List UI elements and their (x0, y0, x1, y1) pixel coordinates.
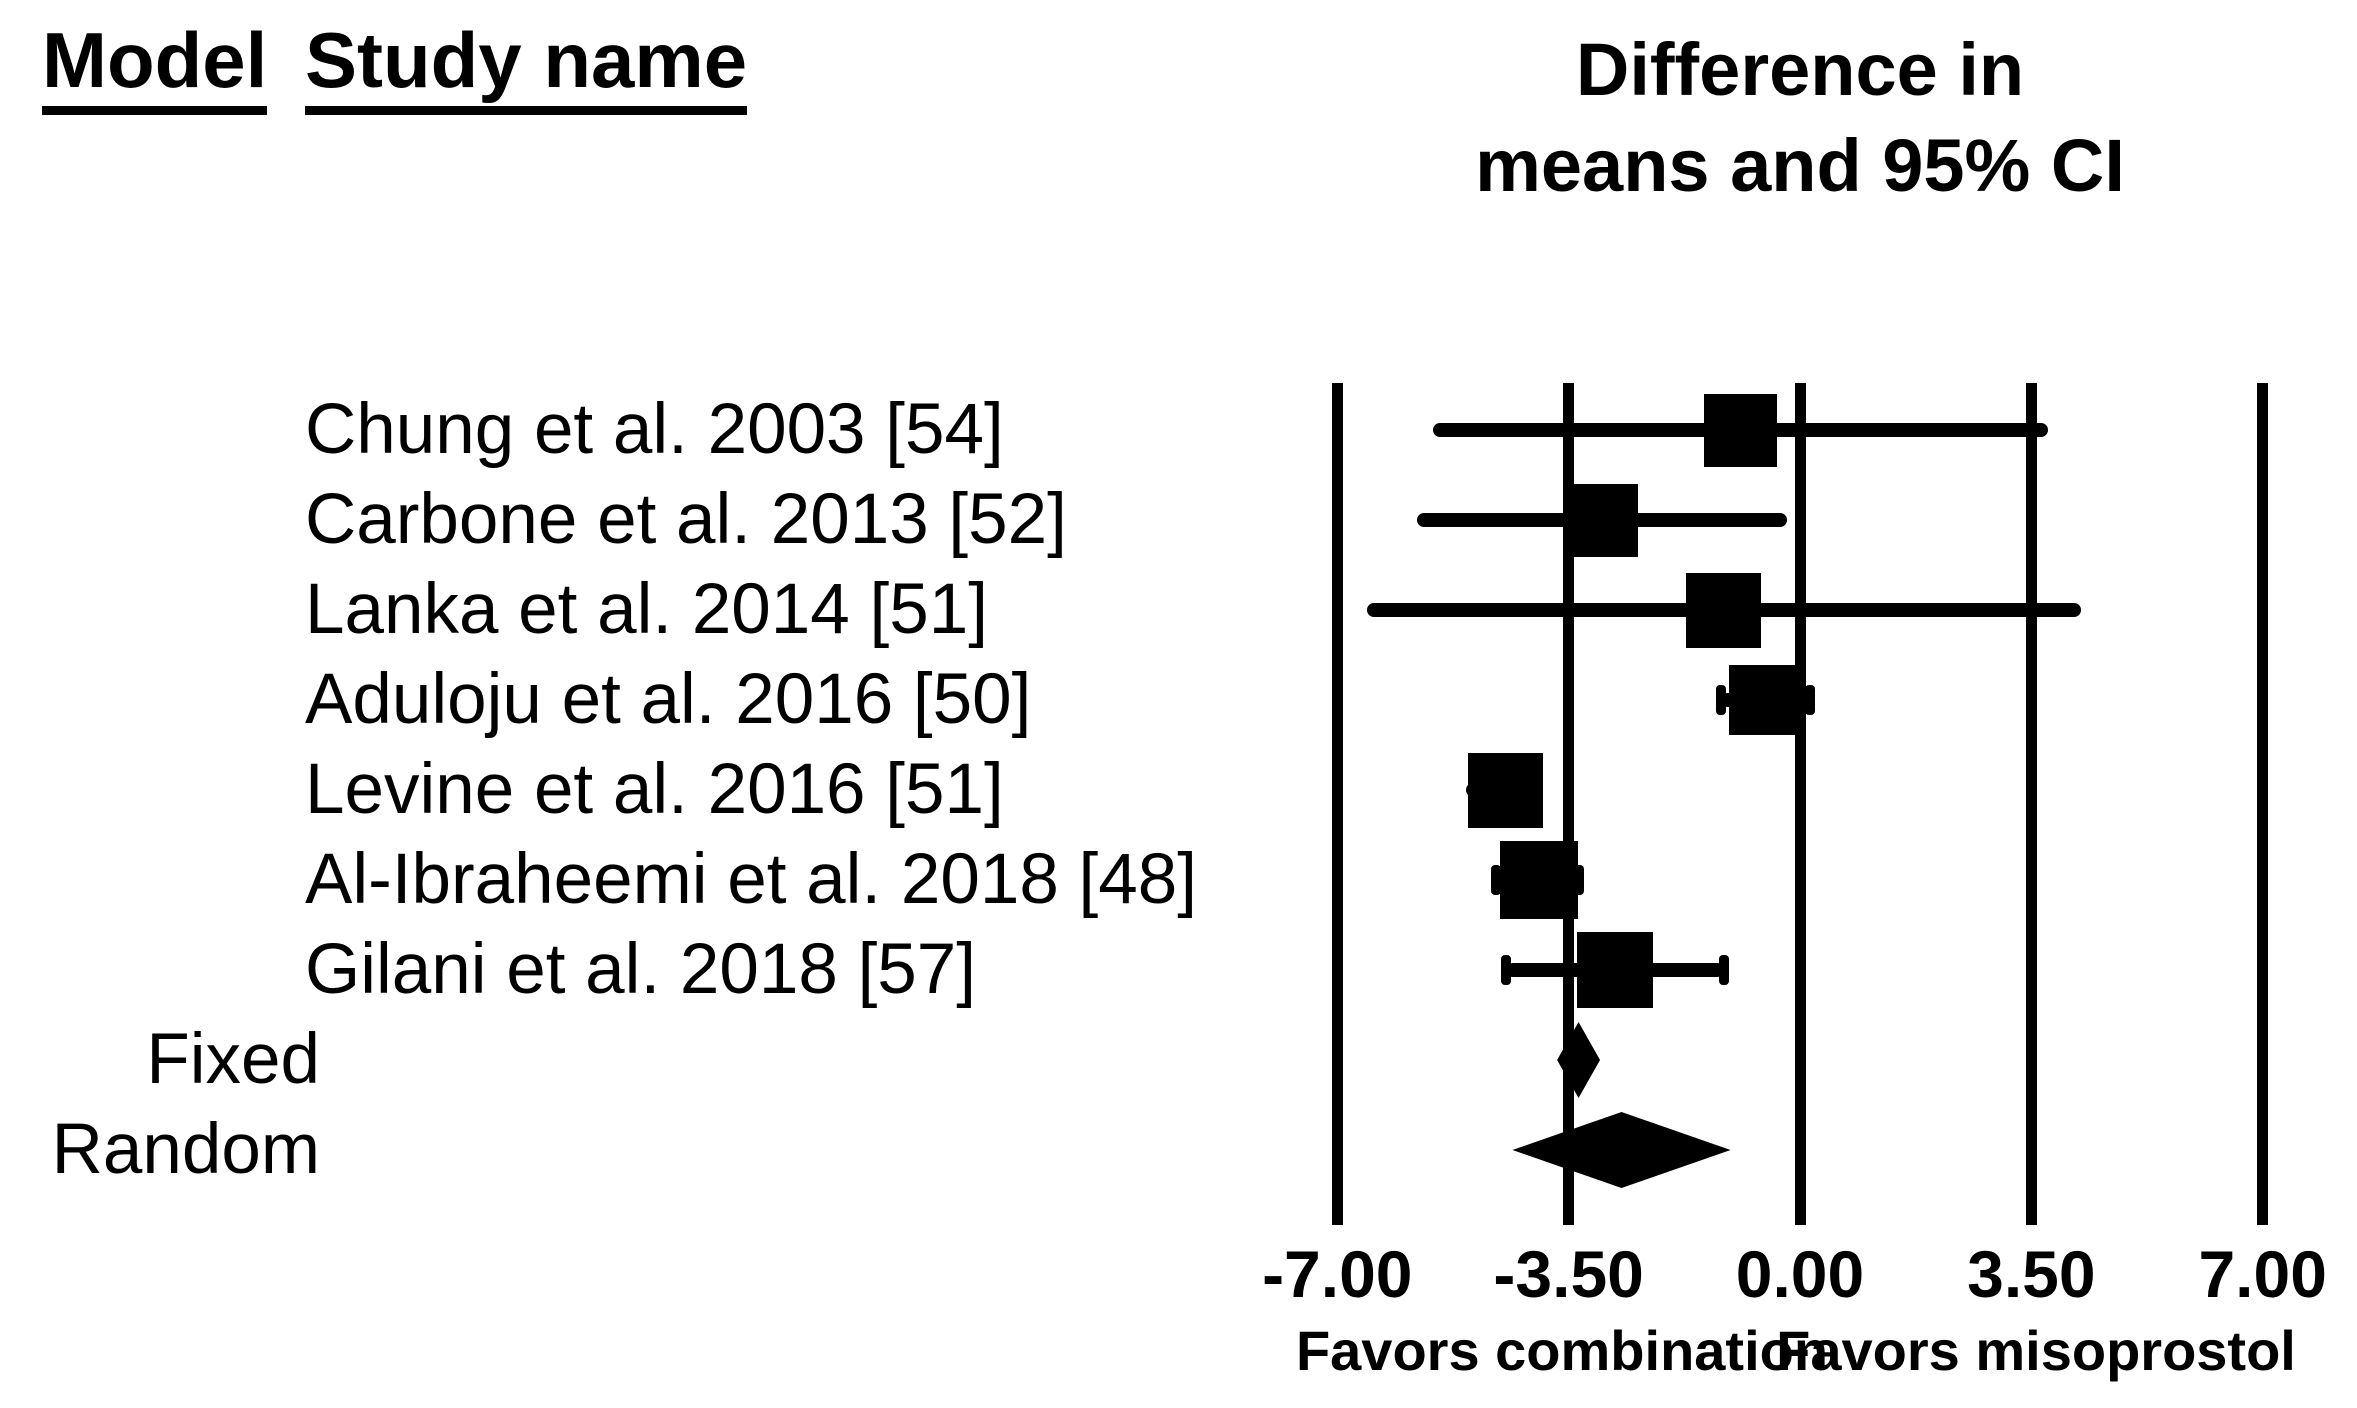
favors-misoprostol-label: Favors misoprostol (1776, 1319, 2296, 1382)
pooled-label-random: Random (51, 1110, 320, 1189)
favors-combination-label: Favors combination (1295, 1319, 1829, 1382)
study-row-label: Al-Ibraheemi et al. 2018 [48] (305, 840, 1197, 919)
effect-size-square (1565, 483, 1639, 557)
study-row-label: Levine et al. 2016 [51] (305, 750, 1004, 829)
x-tick-label: 0.00 (1735, 1237, 1865, 1311)
axis-gridline (1794, 383, 1806, 1225)
study-row-label: Chung et al. 2003 [54] (305, 390, 1004, 469)
ci-end-cap-left (1490, 865, 1501, 895)
effect-size-square (1728, 665, 1799, 735)
effect-size-square (1468, 752, 1544, 828)
axis-gridline (2025, 383, 2037, 1225)
study-row-label: Carbone et al. 2013 [52] (305, 480, 1067, 559)
ci-end-cap-left (1715, 685, 1726, 715)
axis-gridline (2257, 383, 2269, 1225)
study-row-label: Lanka et al. 2014 [51] (305, 570, 988, 649)
x-tick-label: 3.50 (1967, 1237, 2096, 1311)
effect-title: Difference in means and 95% CI (1475, 22, 2125, 214)
ci-end-cap-right (1573, 865, 1584, 895)
effect-size-square (1704, 393, 1777, 467)
x-tick-label: 7.00 (2198, 1237, 2327, 1311)
ci-end-cap-right (1804, 685, 1815, 715)
study-row-label: Gilani et al. 2018 [57] (305, 930, 976, 1009)
pooled-diamond-random (1512, 1112, 1731, 1188)
effect-title-line2: means and 95% CI (1475, 124, 2125, 207)
axis-gridline (1331, 383, 1343, 1225)
pooled-label-fixed: Fixed (146, 1020, 320, 1099)
column-header-study-name: Study name (305, 19, 748, 115)
axis-gridline (1563, 383, 1575, 1225)
effect-size-square (1499, 841, 1578, 919)
ci-end-cap-left (1500, 955, 1511, 985)
x-tick-label: -7.00 (1262, 1237, 1413, 1311)
column-header-model: Model (42, 19, 268, 115)
x-tick-label: -3.50 (1493, 1237, 1644, 1311)
effect-size-square (1576, 932, 1653, 1008)
effect-size-square (1686, 572, 1762, 648)
study-row-label: Aduloju et al. 2016 [50] (305, 660, 1032, 739)
effect-title-line1: Difference in (1575, 28, 2025, 111)
ci-end-cap-right (1718, 955, 1729, 985)
